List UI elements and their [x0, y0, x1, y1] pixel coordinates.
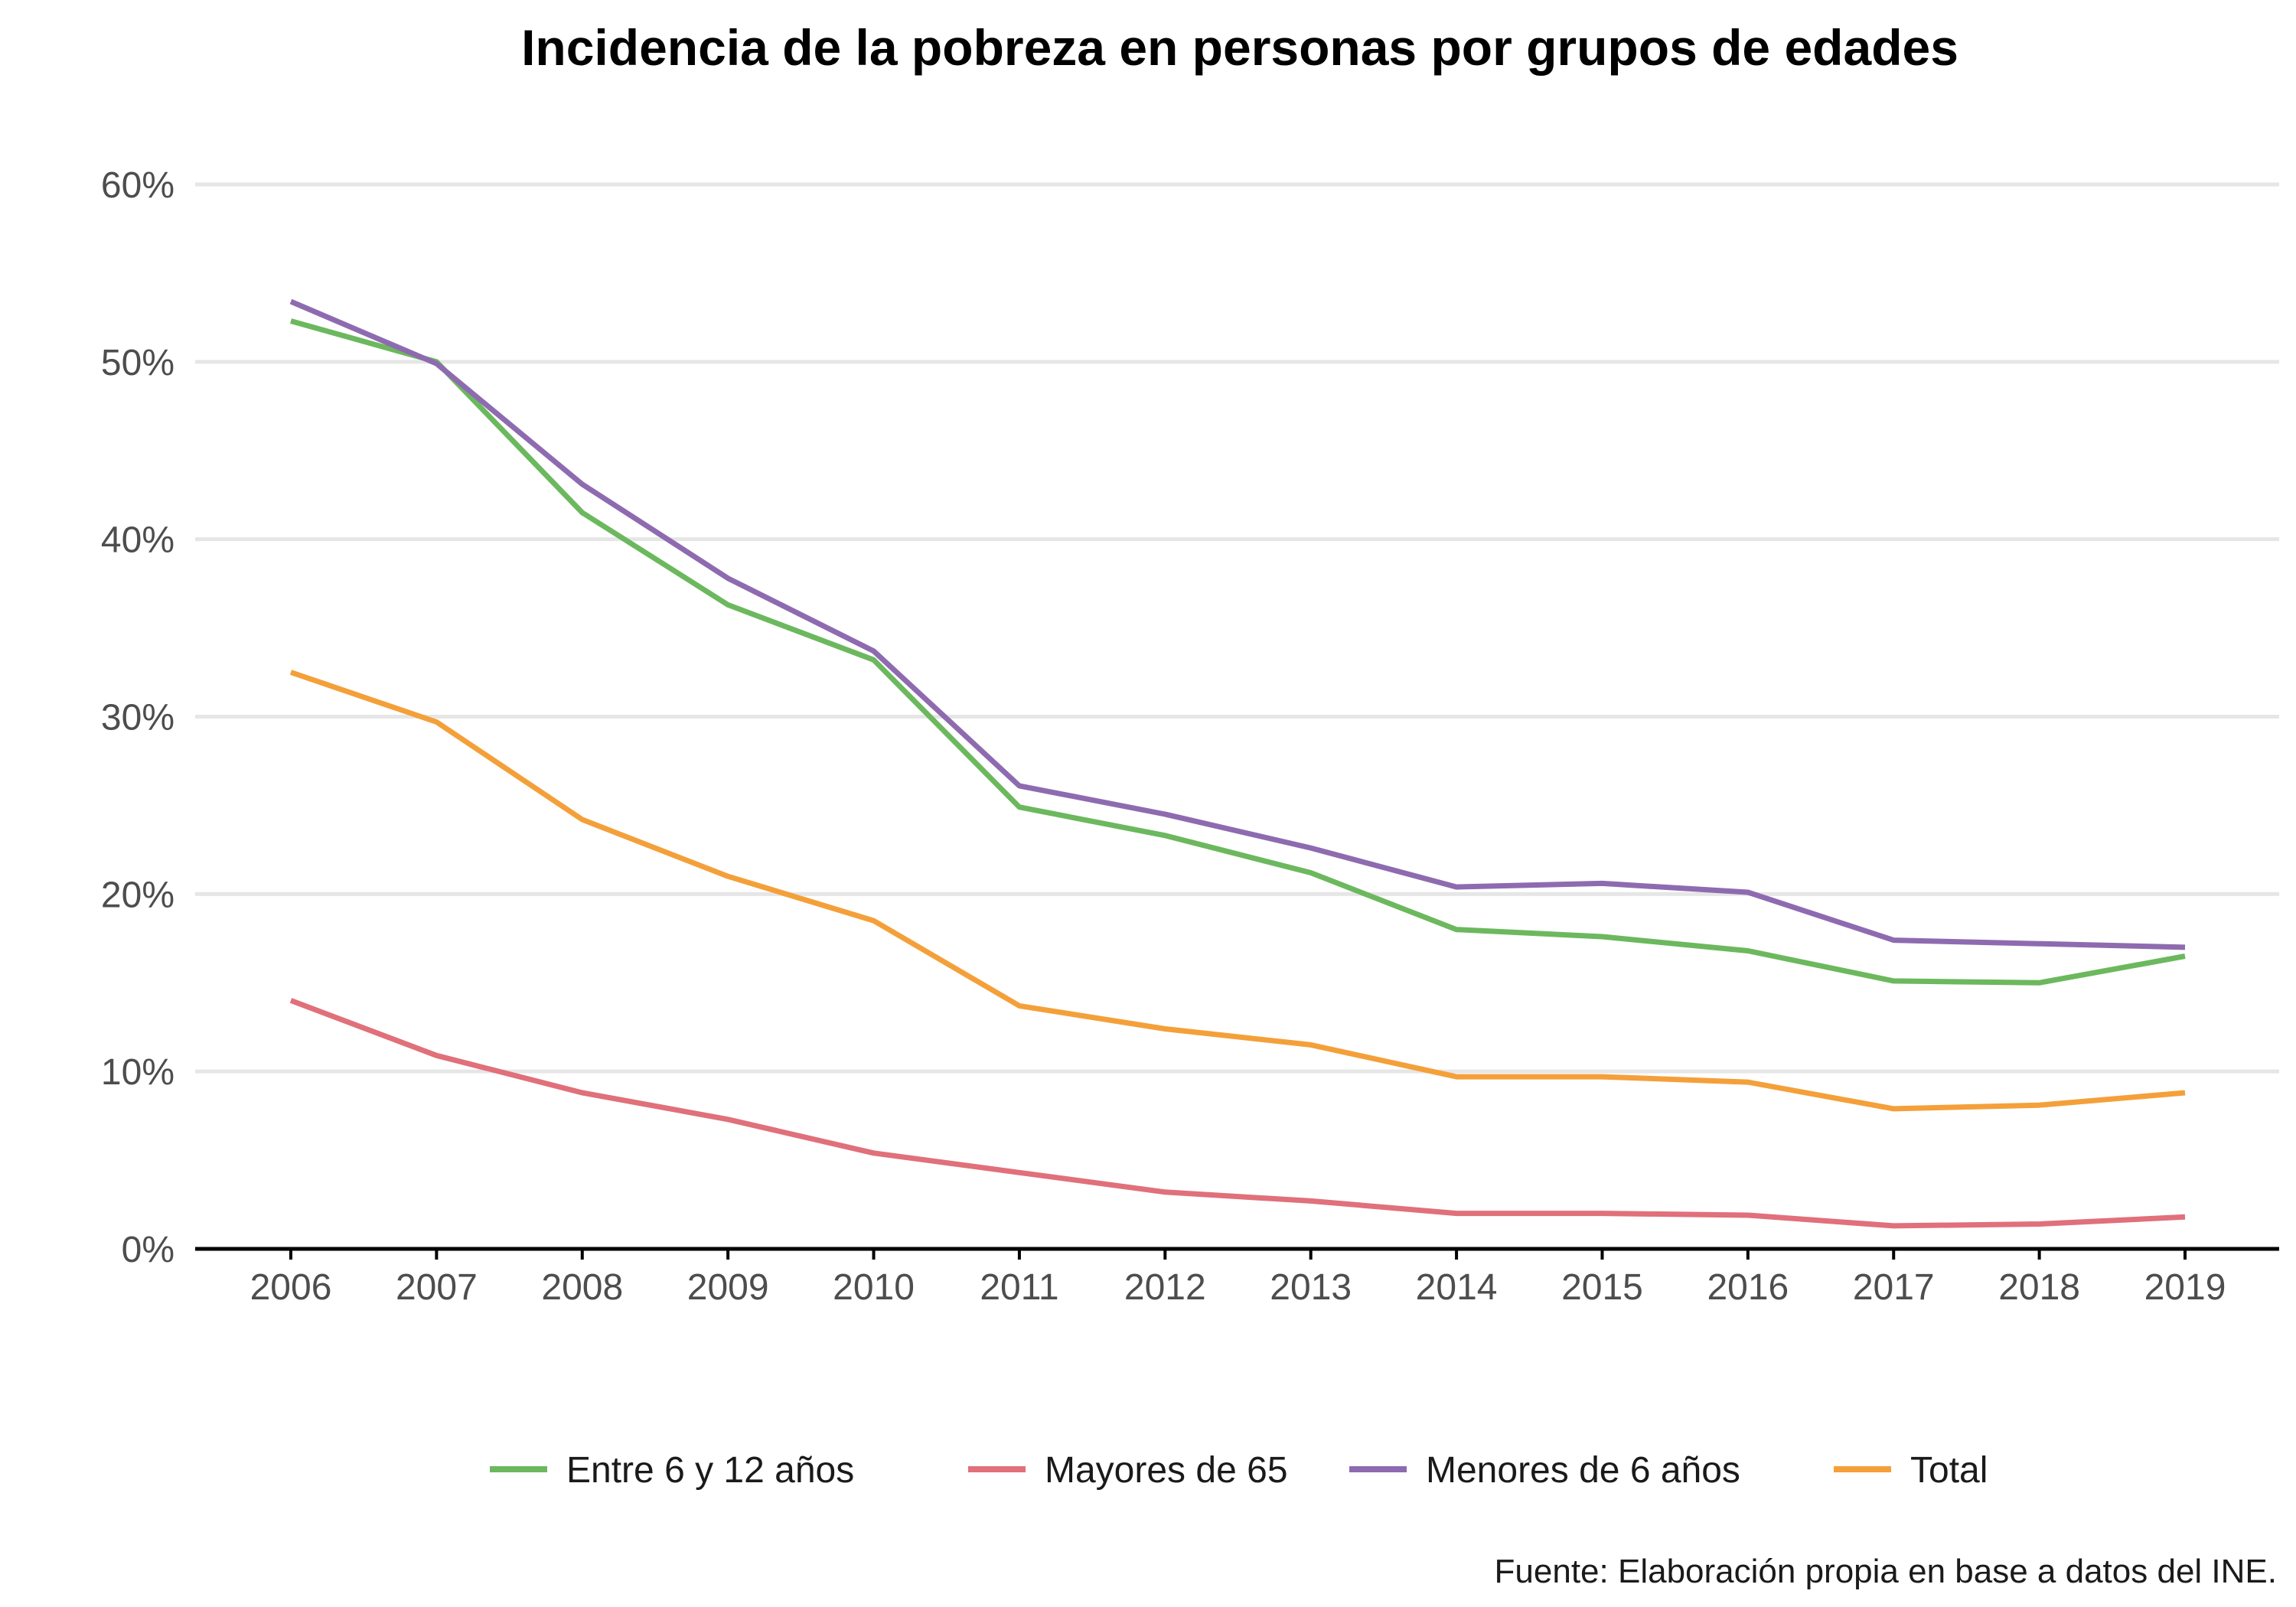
y-tick-label: 10%	[101, 1052, 174, 1093]
x-tick-label: 2015	[1561, 1267, 1643, 1308]
legend-entry: Mayores de 65	[1045, 1450, 1288, 1491]
series-lines	[289, 298, 2186, 1229]
x-tick-label: 2009	[687, 1267, 769, 1308]
x-tick-label: 2019	[2144, 1267, 2226, 1308]
x-tick-label: 2012	[1124, 1267, 1206, 1308]
y-tick-label: 40%	[101, 520, 174, 561]
y-tick-label: 50%	[101, 343, 174, 383]
y-tick-label: 30%	[101, 698, 174, 738]
x-tick-label: 2006	[250, 1267, 332, 1308]
x-tick-label: 2013	[1270, 1267, 1352, 1308]
legend-entry: Entre 6 y 12 años	[566, 1450, 854, 1491]
series-line-0	[290, 318, 2186, 986]
legend: Entre 6 y 12 años Mayores de 65 Menores de…	[490, 1450, 1988, 1491]
source-note: Fuente: Elaboración propia en base a dat…	[1495, 1553, 2277, 1590]
series-line-1	[289, 998, 2186, 1229]
x-tick-label: 2017	[1853, 1267, 1935, 1308]
x-tick-label: 2014	[1416, 1267, 1498, 1308]
axes: 0% 10% 20% 30% 40% 50% 60% 2006 2007 2008 2009 2010…	[101, 165, 2279, 1308]
x-tick-label: 2010	[833, 1267, 915, 1308]
y-tick-label: 20%	[101, 875, 174, 915]
series-line-3	[289, 670, 2186, 1112]
x-tick-label: 2018	[1998, 1267, 2080, 1308]
series-line-2	[289, 298, 2186, 950]
grid-lines	[195, 182, 2279, 1074]
x-tick-label: 2011	[980, 1267, 1058, 1308]
chart-title: Incidencia de la pobreza en personas por…	[521, 19, 1958, 76]
y-tick-label: 60%	[101, 165, 174, 206]
legend-entry: Total	[1910, 1450, 1988, 1491]
legend-entry: Menores de 6 años	[1426, 1450, 1740, 1491]
x-tick-label: 2016	[1707, 1267, 1789, 1308]
x-tick-label: 2008	[541, 1267, 623, 1308]
x-tick-label: 2007	[396, 1267, 478, 1308]
y-tick-label: 0%	[122, 1230, 174, 1270]
